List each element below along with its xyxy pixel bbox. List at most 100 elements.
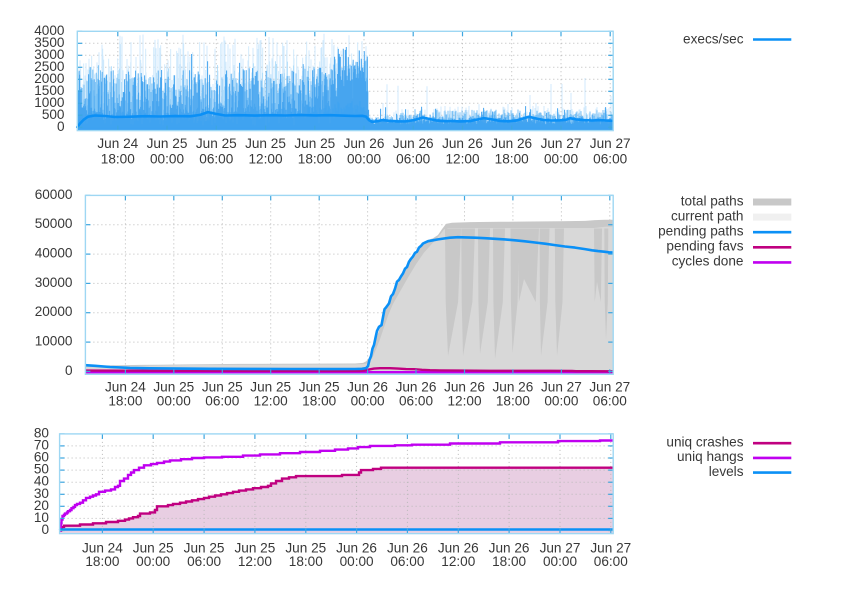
svg-text:Jun 25: Jun 25 [250,380,291,395]
svg-text:00:00: 00:00 [543,554,577,569]
svg-text:40000: 40000 [35,246,73,261]
svg-text:00:00: 00:00 [544,393,578,408]
svg-text:00:00: 00:00 [347,152,381,167]
svg-text:0: 0 [57,119,65,134]
svg-text:00:00: 00:00 [340,554,374,569]
svg-text:06:00: 06:00 [594,554,628,569]
svg-text:Jun 25: Jun 25 [202,380,243,395]
svg-text:06:00: 06:00 [399,393,433,408]
svg-text:12:00: 12:00 [447,393,481,408]
svg-text:uniq crashes: uniq crashes [666,435,743,450]
svg-text:Jun 26: Jun 26 [444,380,485,395]
svg-text:12:00: 12:00 [441,554,475,569]
svg-text:Jun 26: Jun 26 [344,136,385,151]
svg-text:2500: 2500 [34,59,65,74]
svg-text:06:00: 06:00 [593,152,627,167]
svg-text:Jun 24: Jun 24 [82,540,123,555]
svg-text:00:00: 00:00 [544,152,578,167]
svg-text:00:00: 00:00 [351,393,385,408]
svg-text:total paths: total paths [681,193,744,208]
svg-text:18:00: 18:00 [495,152,529,167]
svg-text:18:00: 18:00 [85,554,119,569]
svg-text:30: 30 [34,486,50,501]
svg-text:20: 20 [34,498,50,513]
svg-text:18:00: 18:00 [108,393,142,408]
svg-text:Jun 27: Jun 27 [589,380,630,395]
svg-text:levels: levels [709,464,744,479]
svg-text:Jun 26: Jun 26 [491,136,532,151]
svg-text:00:00: 00:00 [150,152,184,167]
svg-text:18:00: 18:00 [298,152,332,167]
svg-text:3000: 3000 [34,47,65,62]
svg-text:12:00: 12:00 [238,554,272,569]
svg-text:Jun 27: Jun 27 [540,540,581,555]
svg-text:Jun 26: Jun 26 [396,380,437,395]
svg-text:Jun 25: Jun 25 [133,540,174,555]
svg-text:18:00: 18:00 [302,393,336,408]
svg-text:Jun 25: Jun 25 [147,136,188,151]
svg-text:Jun 25: Jun 25 [285,540,326,555]
svg-text:Jun 25: Jun 25 [196,136,237,151]
svg-text:06:00: 06:00 [390,554,424,569]
svg-text:Jun 25: Jun 25 [234,540,275,555]
svg-text:30000: 30000 [35,275,73,290]
svg-text:18:00: 18:00 [289,554,323,569]
svg-text:Jun 25: Jun 25 [294,136,335,151]
svg-text:1500: 1500 [34,83,65,98]
svg-text:0: 0 [65,363,73,378]
svg-text:Jun 25: Jun 25 [299,380,340,395]
svg-text:Jun 26: Jun 26 [438,540,479,555]
svg-text:current path: current path [671,208,744,223]
svg-text:50000: 50000 [35,216,73,231]
svg-text:06:00: 06:00 [396,152,430,167]
svg-text:12:00: 12:00 [248,152,282,167]
svg-text:pending favs: pending favs [666,239,743,254]
svg-text:06:00: 06:00 [199,152,233,167]
svg-text:06:00: 06:00 [187,554,221,569]
svg-text:Jun 25: Jun 25 [245,136,286,151]
svg-text:40: 40 [34,474,50,489]
svg-text:00:00: 00:00 [157,393,191,408]
svg-text:uniq hangs: uniq hangs [677,449,744,464]
svg-text:20000: 20000 [35,304,73,319]
svg-text:06:00: 06:00 [593,393,627,408]
svg-text:18:00: 18:00 [496,393,530,408]
svg-text:06:00: 06:00 [205,393,239,408]
svg-text:10000: 10000 [35,334,73,349]
svg-text:3500: 3500 [34,35,65,50]
svg-text:Jun 27: Jun 27 [541,136,582,151]
svg-text:Jun 25: Jun 25 [153,380,194,395]
svg-text:pending paths: pending paths [658,224,744,239]
svg-text:50: 50 [34,462,50,477]
svg-text:0: 0 [41,522,49,537]
svg-text:Jun 25: Jun 25 [184,540,225,555]
svg-text:60000: 60000 [35,187,73,202]
svg-text:Jun 26: Jun 26 [489,540,530,555]
svg-text:cycles done: cycles done [672,254,744,269]
svg-text:12:00: 12:00 [445,152,479,167]
svg-text:80: 80 [34,425,50,440]
svg-text:Jun 26: Jun 26 [442,136,483,151]
svg-text:00:00: 00:00 [136,554,170,569]
svg-text:2000: 2000 [34,71,65,86]
svg-text:18:00: 18:00 [101,152,135,167]
svg-text:4000: 4000 [34,23,65,38]
svg-text:Jun 24: Jun 24 [105,380,146,395]
svg-text:Jun 27: Jun 27 [541,380,582,395]
svg-text:500: 500 [42,107,65,122]
svg-text:Jun 26: Jun 26 [492,380,533,395]
svg-text:Jun 27: Jun 27 [590,136,631,151]
svg-text:Jun 26: Jun 26 [393,136,434,151]
svg-text:Jun 27: Jun 27 [590,540,631,555]
svg-text:Jun 26: Jun 26 [336,540,377,555]
svg-text:Jun 24: Jun 24 [97,136,138,151]
svg-text:Jun 26: Jun 26 [347,380,388,395]
svg-text:60: 60 [34,450,50,465]
svg-text:70: 70 [34,437,50,452]
svg-text:Jun 26: Jun 26 [387,540,428,555]
svg-text:12:00: 12:00 [254,393,288,408]
svg-text:18:00: 18:00 [492,554,526,569]
svg-text:10: 10 [34,510,50,525]
svg-text:1000: 1000 [34,95,65,110]
svg-text:execs/sec: execs/sec [683,31,744,46]
